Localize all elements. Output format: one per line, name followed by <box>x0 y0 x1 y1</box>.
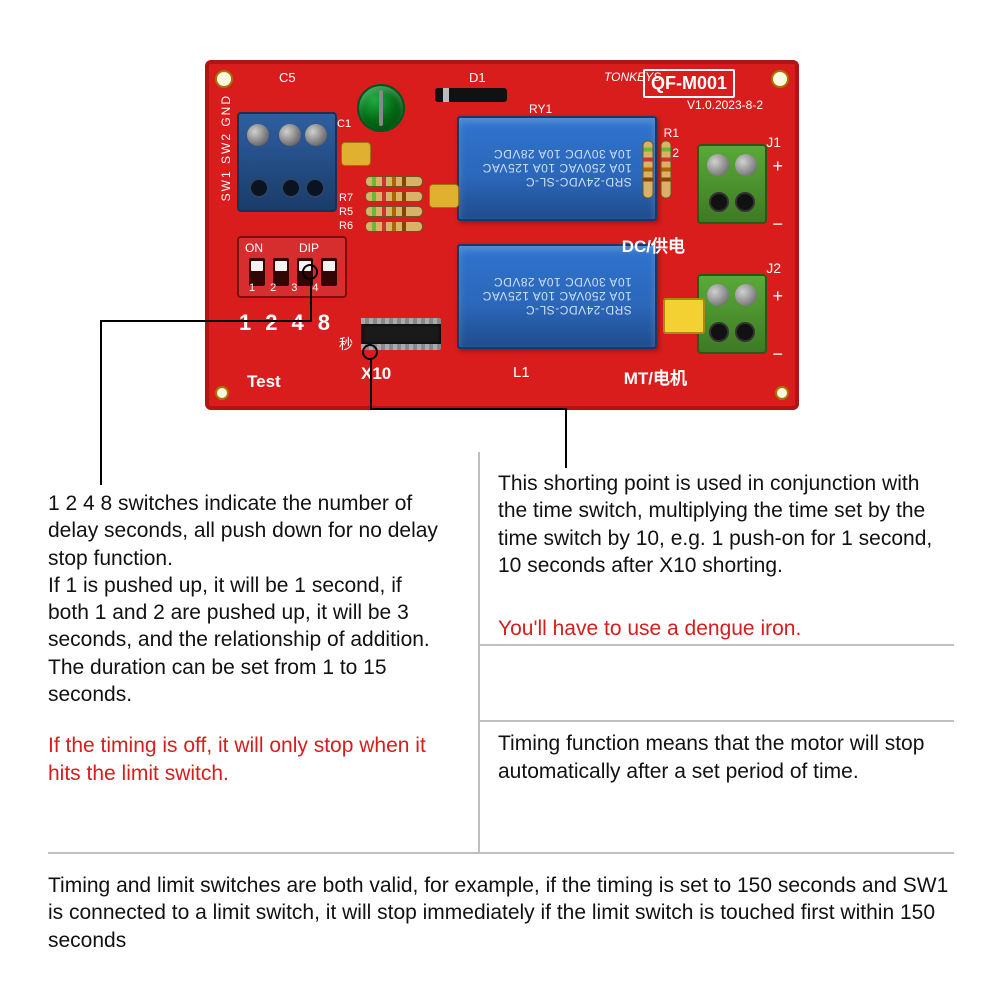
silk-c5: C5 <box>279 70 296 85</box>
diode-d1 <box>435 88 507 102</box>
silk-ry1: RY1 <box>529 102 552 116</box>
silk-sw-labels: SW1 SW2 GND <box>219 94 233 201</box>
scale-unit: 秒 <box>339 334 353 354</box>
silk-d1: D1 <box>469 70 486 85</box>
footer-text: Timing and limit switches are both valid… <box>48 872 954 954</box>
silk-r7: R7 <box>339 192 353 204</box>
silk-version: V1.0.2023-8-2 <box>687 98 763 112</box>
silk-plus-1: + <box>772 156 783 177</box>
annotation-right: This shorting point is used in conjuncti… <box>498 470 954 785</box>
silk-l1: L1 <box>513 364 530 381</box>
terminal-mt <box>697 274 767 354</box>
left-text-2: If 1 is pushed up, it will be 1 second, … <box>48 572 448 708</box>
scale-8: 8 <box>318 310 344 335</box>
right-text-red: You'll have to use a dengue iron. <box>498 615 954 642</box>
silk-j2: J2 <box>766 260 781 276</box>
electrolytic-cap <box>357 84 405 132</box>
silk-test: Test <box>247 372 281 392</box>
silk-r6: R6 <box>339 220 353 232</box>
pcb-board: C5 D1 TONKEYS QF-M001 V1.0.2023-8-2 SW1 … <box>205 60 799 410</box>
horizontal-divider-bottom <box>48 852 954 854</box>
yellow-component <box>663 298 705 334</box>
silk-r1: R1 <box>664 126 679 140</box>
dip-switch: ON DIP 1 2 3 4 <box>237 236 347 298</box>
left-text-red: If the timing is off, it will only stop … <box>48 732 448 787</box>
marker-dip <box>302 264 318 280</box>
silk-plus-2: + <box>772 286 783 307</box>
silk-j1: J1 <box>766 134 781 150</box>
dip-4: 4 <box>312 282 318 294</box>
annotation-left: 1 2 4 8 switches indicate the number of … <box>48 490 448 787</box>
relay1-marking: SRD-24VDC-SL-C 10A 250VAC 10A 125VAC 10A… <box>459 118 655 219</box>
dip-dip-label: DIP <box>299 241 319 255</box>
relay-1: SRD-24VDC-SL-C 10A 250VAC 10A 125VAC 10A… <box>457 116 657 221</box>
left-text-1: 1 2 4 8 switches indicate the number of … <box>48 490 448 572</box>
dip-1: 1 <box>249 282 255 294</box>
relay2-marking: SRD-24VDC-SL-C 10A 250VAC 10A 125VAC 10A… <box>459 246 655 347</box>
scale-1: 1 <box>239 310 265 335</box>
terminal-dc <box>697 144 767 224</box>
silk-minus-1: − <box>772 214 783 235</box>
silk-x10: X10 <box>361 364 391 384</box>
dip-2: 2 <box>270 282 276 294</box>
annotation-footer: Timing and limit switches are both valid… <box>48 872 954 954</box>
marker-x10 <box>362 344 378 360</box>
vertical-divider <box>478 452 480 852</box>
scale-2: 2 <box>265 310 291 335</box>
silk-mt-label: MT/电机 <box>624 364 687 389</box>
relay-2: SRD-24VDC-SL-C 10A 250VAC 10A 125VAC 10A… <box>457 244 657 349</box>
scale-4: 4 <box>292 310 318 335</box>
silk-c1: C1 <box>337 118 351 130</box>
silk-r5: R5 <box>339 206 353 218</box>
dip-on-label: ON <box>245 241 263 255</box>
silk-dc-label: DC/供电 <box>622 232 685 257</box>
right-text-mid: Timing function means that the motor wil… <box>498 730 954 785</box>
terminal-sw-block <box>237 112 337 212</box>
horizontal-divider-2 <box>478 720 954 722</box>
silk-minus-2: − <box>772 344 783 365</box>
right-text-1: This shorting point is used in conjuncti… <box>498 470 954 579</box>
silk-model-box: QF-M001 <box>643 69 735 98</box>
horizontal-divider-1 <box>478 644 954 646</box>
dip-3: 3 <box>291 282 297 294</box>
pcb-photo: C5 D1 TONKEYS QF-M001 V1.0.2023-8-2 SW1 … <box>205 60 799 410</box>
